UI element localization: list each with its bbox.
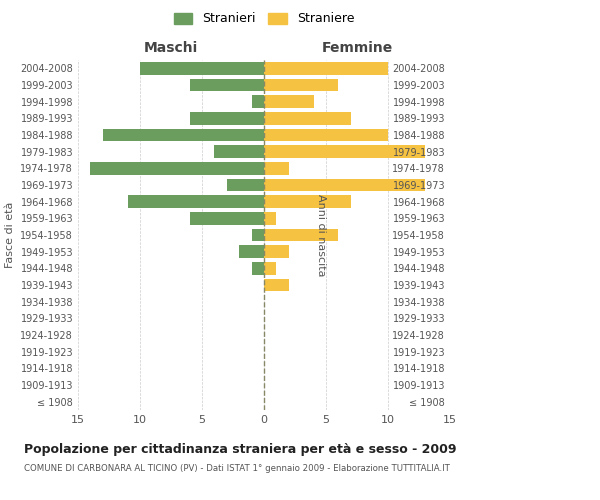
Bar [264,62,388,74]
Bar [190,79,264,92]
Y-axis label: Anni di nascita: Anni di nascita [316,194,326,276]
Legend: Stranieri, Straniere: Stranieri, Straniere [170,8,358,29]
Bar [264,96,314,108]
Y-axis label: Fasce di età: Fasce di età [5,202,15,268]
Bar [264,229,338,241]
Bar [128,196,264,208]
Bar [214,146,264,158]
Bar [251,229,264,241]
Bar [264,112,351,124]
Bar [239,246,264,258]
Text: Maschi: Maschi [144,41,198,55]
Bar [264,196,351,208]
Bar [190,212,264,224]
Bar [264,179,425,192]
Text: Femmine: Femmine [322,41,392,55]
Bar [103,129,264,141]
Bar [264,129,388,141]
Bar [251,96,264,108]
Bar [264,246,289,258]
Text: Popolazione per cittadinanza straniera per età e sesso - 2009: Popolazione per cittadinanza straniera p… [24,442,457,456]
Bar [190,112,264,124]
Bar [140,62,264,74]
Bar [264,212,277,224]
Bar [264,279,289,291]
Bar [264,146,425,158]
Text: COMUNE DI CARBONARA AL TICINO (PV) - Dati ISTAT 1° gennaio 2009 - Elaborazione T: COMUNE DI CARBONARA AL TICINO (PV) - Dat… [24,464,450,473]
Bar [227,179,264,192]
Bar [264,262,277,274]
Bar [264,79,338,92]
Bar [251,262,264,274]
Bar [91,162,264,174]
Bar [264,162,289,174]
